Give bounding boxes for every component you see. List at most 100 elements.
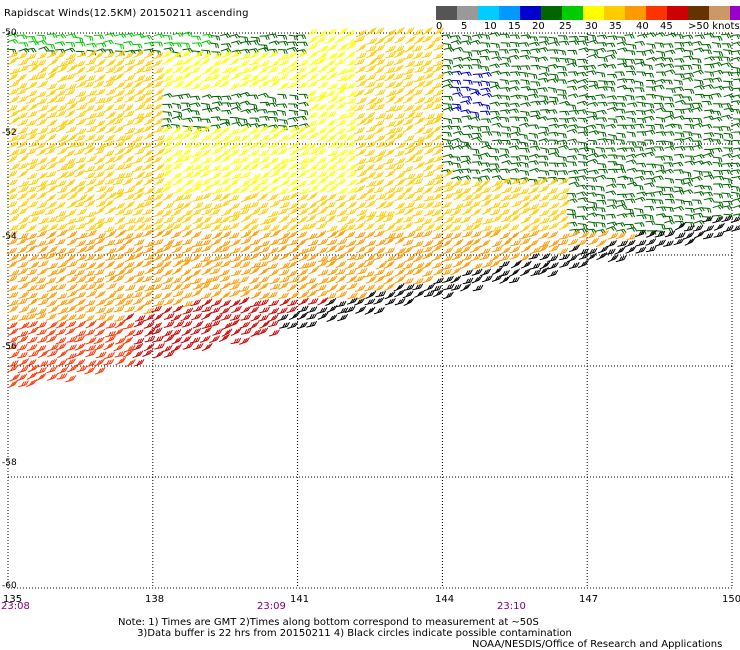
wind-barb (337, 215, 349, 223)
wind-barb (402, 215, 414, 223)
wind-barb (491, 214, 503, 223)
wind-barb (36, 34, 47, 40)
wind-barb (626, 227, 638, 232)
wind-barb (422, 34, 434, 43)
wind-barb (46, 119, 58, 127)
wind-barb (606, 95, 618, 101)
wind-barb (595, 94, 606, 99)
wind-barb (315, 117, 327, 126)
wind-barb (443, 58, 454, 65)
wind-barb (692, 224, 704, 232)
wind-barb (306, 233, 318, 240)
wind-barb (421, 218, 433, 226)
wind-barb (588, 201, 598, 208)
wind-barb (549, 148, 560, 154)
wind-barb (645, 177, 656, 183)
wind-barb (721, 126, 731, 132)
wind-barb (35, 133, 47, 142)
wind-barb (490, 225, 502, 233)
wind-barb (615, 155, 626, 161)
wind-barb (289, 73, 300, 81)
wind-barb (47, 66, 59, 75)
wind-barb (104, 51, 115, 59)
wind-barb (74, 305, 86, 313)
wind-barb (74, 335, 85, 343)
wind-barb (230, 269, 242, 277)
legend-swatch (583, 6, 604, 20)
wind-barb (499, 79, 510, 85)
wind-barb (67, 192, 78, 201)
wind-barb (646, 163, 657, 169)
wind-barb (297, 311, 309, 321)
wind-barb (7, 237, 19, 246)
wind-barb (276, 148, 288, 156)
wind-barb (460, 40, 472, 46)
wind-barb (7, 38, 19, 44)
wind-barb (491, 131, 502, 137)
wind-barb (104, 134, 116, 143)
wind-barb (209, 275, 220, 283)
wind-barb (605, 123, 617, 129)
wind-barb (450, 275, 462, 284)
wind-barb (276, 109, 287, 116)
wind-barb (307, 239, 319, 247)
wind-barb (66, 283, 78, 292)
wind-barb (365, 81, 376, 88)
wind-barb (327, 82, 338, 90)
wind-barb (191, 262, 203, 269)
wind-barb (162, 329, 173, 338)
wind-barb (327, 230, 339, 239)
wind-barb (394, 261, 406, 270)
wind-barb (354, 112, 366, 120)
wind-barb (64, 109, 76, 118)
wind-barb (421, 260, 433, 270)
wind-barb (462, 133, 473, 139)
wind-barb (460, 100, 472, 105)
wind-barb (365, 156, 376, 163)
wind-barb (75, 41, 86, 47)
wind-barb (731, 56, 740, 62)
wind-barb (645, 238, 657, 246)
wind-barb (228, 57, 240, 66)
wind-barb (57, 307, 69, 315)
wind-barb (57, 164, 69, 172)
wind-barb (18, 48, 30, 53)
wind-barb (346, 90, 358, 98)
wind-barb (210, 171, 222, 180)
wind-barb (393, 131, 405, 140)
wind-barb (675, 221, 687, 231)
wind-barb (269, 176, 281, 186)
wind-barb (490, 116, 502, 121)
wind-barb (412, 28, 424, 36)
wind-barb (47, 104, 58, 113)
wind-barb (634, 80, 644, 87)
wind-barb (248, 48, 259, 53)
wind-barb (18, 291, 30, 299)
wind-barb (337, 68, 348, 76)
wind-barb (558, 177, 570, 185)
map-title: Rapidscat Winds(12.5KM) 20150211 ascendi… (4, 8, 249, 19)
wind-barb (597, 168, 609, 174)
wind-barb (634, 41, 646, 46)
wind-barb (424, 113, 435, 120)
wind-barb (520, 49, 532, 55)
wind-barb (248, 94, 259, 100)
wind-barb (240, 141, 252, 148)
wind-barb (326, 28, 338, 36)
wind-barb (47, 269, 59, 277)
wind-barb (557, 247, 569, 255)
wind-barb (646, 86, 656, 92)
wind-barb (85, 238, 96, 246)
wind-barb (172, 32, 184, 38)
wind-barb (510, 177, 521, 185)
wind-barb (201, 157, 213, 164)
wind-barb (559, 222, 570, 230)
wind-barb (559, 260, 571, 268)
wind-barb (66, 237, 78, 246)
wind-barb (462, 34, 472, 41)
wind-barb (605, 147, 616, 153)
wind-barb (317, 184, 329, 194)
wind-barb (278, 292, 290, 300)
wind-barb (423, 96, 435, 104)
wind-barb (161, 229, 173, 238)
